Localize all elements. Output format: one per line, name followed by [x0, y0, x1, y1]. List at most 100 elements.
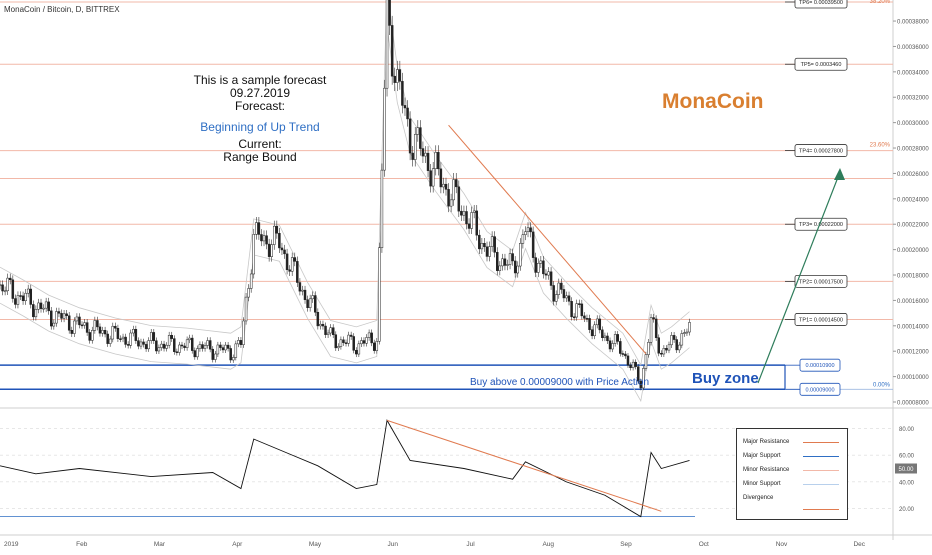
candle-body: [3, 290, 7, 293]
candle-body: [429, 170, 432, 187]
candle-body: [83, 322, 86, 326]
rsi-line: [0, 419, 690, 518]
candle-body: [644, 354, 648, 369]
candle-body: [0, 284, 2, 287]
candle-body: [242, 320, 245, 345]
candle-body: [557, 282, 561, 295]
candle-body: [513, 260, 517, 274]
candle-body: [580, 303, 584, 317]
candle-body: [39, 302, 43, 309]
chart-header-title: MonaCoin / Bitcoin, D, BITTREX: [4, 5, 120, 14]
candle-body: [360, 340, 363, 345]
candle-body: [119, 338, 122, 340]
candle-body: [111, 325, 115, 340]
candle-body: [649, 317, 653, 343]
candle-body: [411, 152, 414, 160]
candle-body: [303, 289, 307, 300]
legend-label-divergence: Divergence: [743, 495, 774, 501]
candle-body: [396, 69, 399, 83]
candle-body: [419, 127, 422, 149]
brand-title: MonaCoin: [662, 90, 764, 113]
target-label: TP6= 0.00039500: [799, 0, 843, 6]
candle-body: [98, 326, 102, 334]
candle-body: [293, 257, 297, 262]
candle-body: [267, 243, 271, 257]
candle-body: [388, 0, 391, 26]
candle-body: [434, 152, 437, 169]
candle-body: [173, 338, 176, 352]
legend-label-minor-resistance: Minor Resistance: [743, 467, 790, 473]
candle-body: [493, 236, 496, 253]
candle-body: [26, 288, 30, 294]
candle-body: [229, 348, 232, 361]
candle-body: [378, 247, 381, 342]
candle-body: [319, 323, 322, 327]
candle-body: [570, 301, 573, 318]
candle-body: [34, 309, 38, 318]
price-tick-label: 0.00020000: [897, 248, 929, 254]
candle-body: [157, 347, 161, 352]
candle-body: [260, 234, 263, 242]
candle-body: [542, 260, 545, 275]
candle-body: [324, 325, 327, 335]
rsi-divergence-line: [386, 419, 662, 512]
candle-body: [375, 341, 379, 351]
price-tick-label: 0.00018000: [897, 274, 929, 280]
candle-body: [326, 332, 330, 335]
candle-body: [601, 329, 604, 338]
candle-body: [372, 342, 376, 351]
candle-body: [598, 318, 602, 331]
candle-body: [583, 315, 586, 319]
candle-body: [96, 320, 99, 328]
rsi-tick-label: 60.00: [899, 454, 915, 460]
current-label: Current:: [238, 137, 282, 151]
buy-above-note: Buy above 0.00009000 with Price Action: [470, 377, 650, 388]
buy-zone-upper-text: 0.00010900: [805, 363, 834, 369]
candle-body: [608, 340, 612, 350]
candle-body: [688, 322, 691, 333]
candle-body: [42, 307, 45, 310]
candle-body: [178, 344, 181, 353]
candle-body: [44, 301, 48, 309]
candle-body: [249, 273, 253, 289]
candle-body: [298, 282, 302, 292]
candle-body: [57, 311, 61, 314]
time-tick-label: Aug: [542, 541, 554, 548]
candle-body: [421, 148, 425, 157]
candle-body: [106, 333, 109, 344]
candle-body: [306, 299, 309, 308]
candle-body: [196, 348, 199, 358]
candle-body: [683, 332, 686, 334]
forecast-label: Forecast:: [234, 99, 285, 113]
candle-body: [465, 211, 468, 225]
candle-body: [667, 344, 671, 351]
candle-body: [616, 334, 619, 342]
candle-body: [198, 344, 202, 349]
candle-body: [539, 260, 543, 264]
candle-body: [457, 186, 461, 212]
time-tick-label: Dec: [853, 541, 865, 548]
candle-body: [219, 344, 222, 348]
candle-body: [206, 340, 209, 346]
price-tick-label: 0.00014000: [897, 324, 929, 330]
candle-body: [685, 331, 689, 334]
candle-body: [519, 243, 522, 267]
time-tick-label: Oct: [699, 541, 709, 548]
price-tick-label: 0.00026000: [897, 172, 929, 178]
candle-body: [362, 340, 366, 344]
candle-body: [331, 327, 335, 335]
rsi-tick-label: 20.00: [899, 507, 915, 513]
price-tick-label: 0.00012000: [897, 350, 929, 356]
candle-body: [526, 227, 530, 232]
candle-body: [406, 107, 409, 120]
candle-body: [642, 368, 645, 389]
candle-body: [50, 310, 53, 327]
forecast-title: This is a sample forecast: [193, 73, 327, 87]
candle-body: [70, 329, 74, 334]
candle-body: [208, 340, 212, 350]
candle-body: [636, 366, 640, 382]
candle-body: [165, 344, 168, 349]
candle-body: [534, 257, 537, 273]
candle-body: [511, 253, 514, 262]
